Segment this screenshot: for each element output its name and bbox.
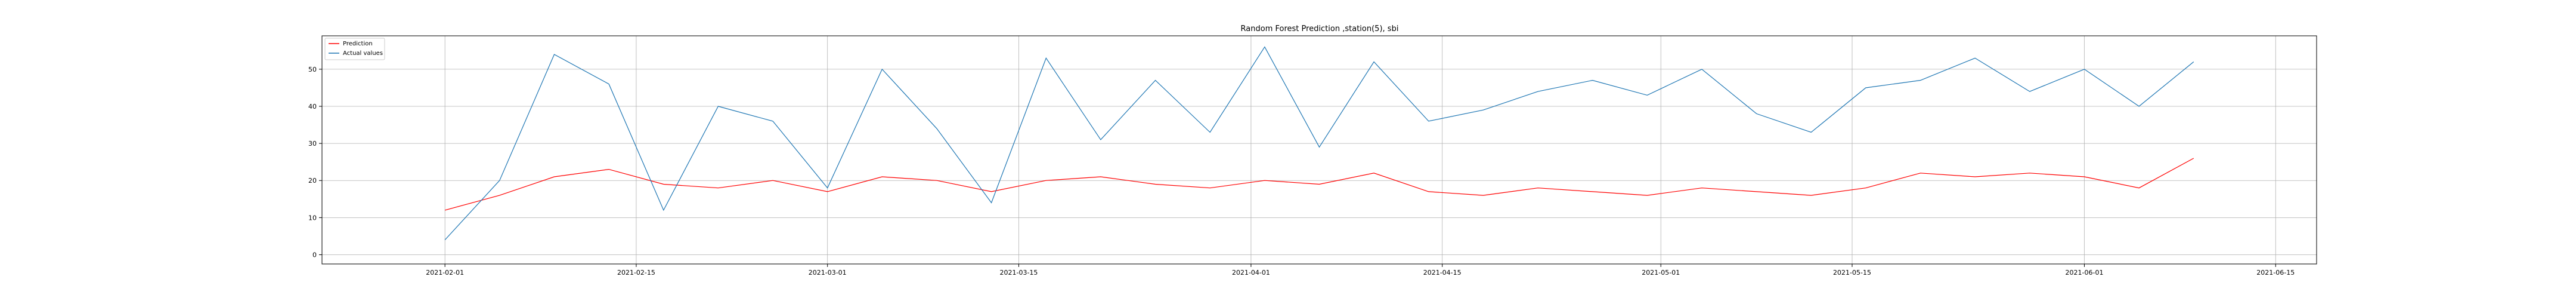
y-tick-label: 30 xyxy=(308,140,317,148)
chart-title: Random Forest Prediction ,station(5), sb… xyxy=(1241,24,1399,33)
grid-lines xyxy=(322,36,2317,264)
x-tick-label: 2021-04-01 xyxy=(1232,269,1270,277)
x-tick-label: 2021-03-15 xyxy=(999,269,1038,277)
axis-ticks: 2021-02-01 2021-02-15 2021-03-01 2021-03-15… xyxy=(308,66,2295,277)
x-tick-label: 2021-05-01 xyxy=(1642,269,1680,277)
x-tick-label: 2021-04-15 xyxy=(1423,269,1462,277)
legend: Prediction Actual values xyxy=(324,38,385,60)
legend-label-prediction: Prediction xyxy=(343,41,373,47)
x-tick-label: 2021-06-15 xyxy=(2256,269,2295,277)
x-tick-label: 2021-05-15 xyxy=(1833,269,1871,277)
series-line-actual-values xyxy=(444,46,2194,241)
y-tick-label: 50 xyxy=(308,66,317,73)
y-tick-label: 20 xyxy=(308,177,317,185)
y-tick-label: 10 xyxy=(308,214,317,222)
x-tick-label: 2021-03-01 xyxy=(809,269,847,277)
series-lines xyxy=(444,46,2194,241)
x-tick-label: 2021-06-01 xyxy=(2066,269,2104,277)
legend-label-actual-values: Actual values xyxy=(343,50,383,57)
plot-area-frame xyxy=(321,35,2317,265)
y-tick-label: 40 xyxy=(308,103,317,110)
y-tick-label: 0 xyxy=(312,251,317,259)
x-tick-label: 2021-02-15 xyxy=(617,269,655,277)
legend-box xyxy=(324,38,385,60)
series-line-prediction xyxy=(445,158,2194,211)
x-tick-label: 2021-02-01 xyxy=(426,269,464,277)
